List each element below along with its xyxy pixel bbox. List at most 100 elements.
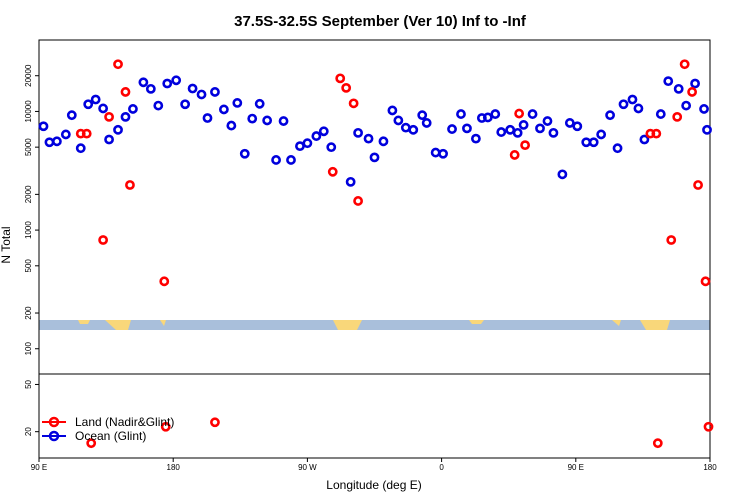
y-tick-label: 500 [24, 259, 33, 273]
ocean-point [138, 77, 149, 88]
ocean-point [557, 169, 568, 180]
land-point [86, 438, 97, 449]
land-point [120, 87, 131, 97]
world-map-strip [39, 320, 710, 330]
ocean-point [663, 76, 674, 87]
land-point [693, 180, 703, 190]
ocean-point [326, 142, 337, 153]
y-axis-ticks: 20 50 100 200 500 1000 2000 5000 10000 20000 [24, 64, 39, 436]
map-land-africa [469, 320, 484, 324]
ocean-point [210, 87, 220, 97]
y-tick-label: 1000 [24, 221, 33, 239]
x-tick-label: 90 W [298, 463, 317, 472]
ocean-point [447, 124, 457, 134]
land-point [348, 98, 359, 109]
ocean-point [438, 148, 448, 159]
land-point [341, 82, 352, 93]
ocean-point [180, 99, 191, 110]
ocean-point [605, 110, 615, 121]
ocean-point [247, 113, 258, 124]
legend-land-label: Land (Nadir&Glint) [75, 415, 174, 429]
ocean-point [153, 100, 164, 111]
land-point [687, 87, 698, 97]
ocean-point [75, 143, 86, 154]
ocean-point [673, 83, 684, 94]
ocean-point [512, 127, 523, 138]
ocean-point [496, 127, 507, 137]
y-tick-label: 50 [24, 379, 33, 388]
land-point [651, 128, 662, 139]
ocean-point [612, 143, 623, 154]
x-axis-ticks: 90 E 180 90 W 0 90 E 180 [31, 458, 717, 472]
ocean-point [202, 113, 213, 123]
legend-land-marker [48, 416, 60, 428]
ocean-point [353, 127, 363, 138]
ocean-point [44, 137, 55, 148]
y-tick-label: 5000 [24, 138, 33, 156]
ocean-point [311, 131, 322, 141]
ocean-point [482, 112, 493, 123]
ocean-point [128, 104, 138, 114]
map-ocean [39, 320, 710, 330]
x-tick-label: 0 [439, 463, 444, 472]
y-tick-label: 20000 [24, 64, 33, 87]
ocean-point [542, 116, 553, 126]
land-point [159, 276, 170, 287]
land-point [98, 235, 109, 245]
ocean-point [378, 136, 389, 147]
y-tick-label: 100 [24, 342, 33, 356]
ocean-point [113, 124, 123, 135]
ocean-point [83, 99, 94, 110]
map-land-australia-east [640, 320, 670, 330]
land-point [509, 150, 520, 160]
x-axis-label: Longitude (deg E) [326, 478, 421, 492]
land-point [672, 111, 683, 122]
x-tick-label: 90 E [568, 463, 584, 472]
ocean-point [702, 124, 712, 135]
land-point [81, 128, 92, 139]
ocean-point [490, 109, 501, 119]
legend: Land (Nadir&Glint) Ocean (Glint) [42, 415, 174, 443]
x-tick-label: 180 [703, 463, 717, 472]
ocean-point [393, 115, 404, 126]
ocean-point [51, 136, 62, 147]
ocean-point [400, 122, 411, 133]
ocean-point [572, 121, 583, 132]
land-point [520, 140, 531, 151]
land-point [104, 111, 114, 122]
plot-frame [38, 39, 711, 459]
y-tick-label: 20 [24, 427, 33, 436]
land-point [679, 59, 690, 70]
ocean-point [681, 100, 692, 111]
ocean-point [120, 111, 131, 122]
land-point [514, 108, 525, 119]
ocean-point [596, 129, 607, 140]
land-point [210, 417, 220, 428]
ocean-point [302, 138, 313, 149]
ocean-point [518, 120, 529, 130]
ocean-point [421, 118, 432, 128]
ocean-point [363, 133, 374, 144]
ocean-point [254, 98, 265, 109]
ocean-point [690, 78, 700, 89]
land-point [335, 73, 346, 84]
ocean-point [218, 104, 229, 115]
ocean-point [226, 120, 237, 131]
ocean-point [588, 137, 599, 148]
ocean-point [60, 129, 71, 140]
land-point [113, 59, 123, 70]
land-point [700, 276, 711, 287]
ocean-point [369, 152, 380, 163]
ocean-point [655, 109, 666, 119]
ocean-point [286, 155, 296, 165]
ocean-point [527, 109, 538, 119]
map-land-australia [105, 320, 131, 330]
ocean-point [456, 109, 466, 119]
ocean-point [470, 133, 481, 144]
ocean-point [66, 110, 77, 121]
ocean-point [417, 110, 428, 121]
ocean-point [271, 155, 281, 165]
ocean-point [408, 124, 419, 135]
land-point [327, 166, 338, 177]
